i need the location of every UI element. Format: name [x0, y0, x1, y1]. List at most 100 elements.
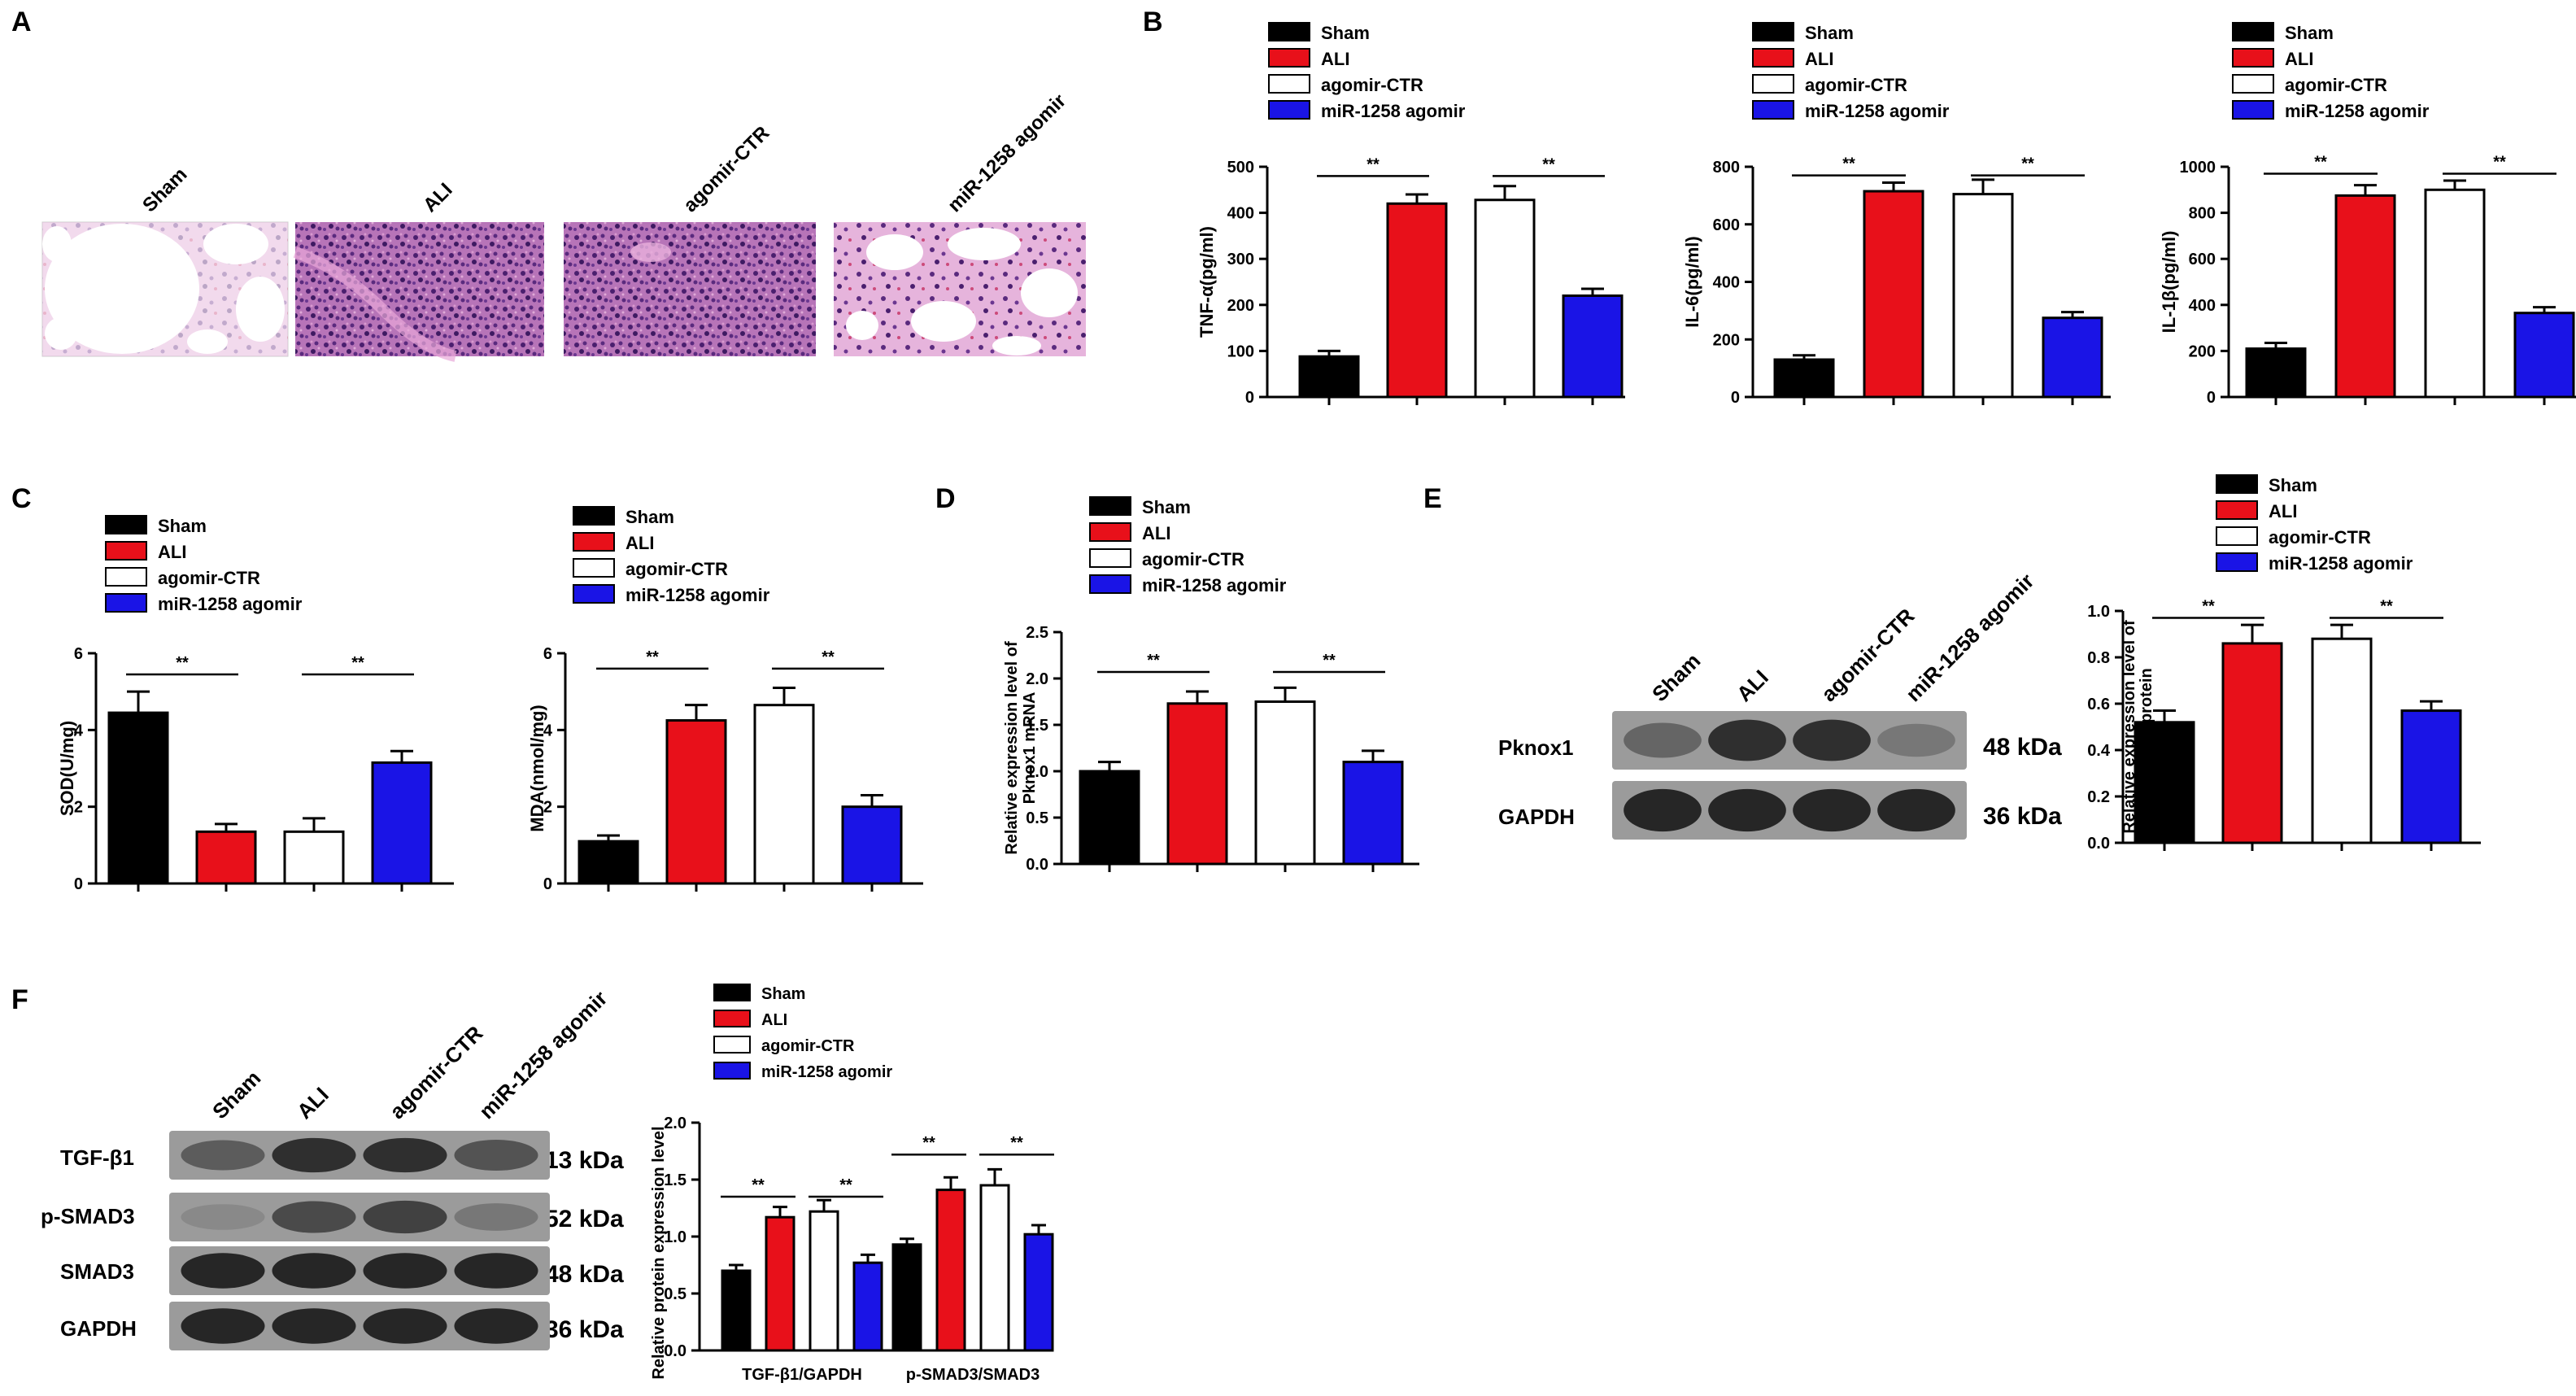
chart-c1: Sham ALI agomir-CTR miR-1258 agomir 0 2 4 6 SOD(… — [57, 515, 454, 893]
blotE-strip-0 — [1612, 711, 1967, 770]
chart-f-legend-swatch-1 — [713, 1010, 751, 1027]
blotE-band-0-2 — [1793, 719, 1871, 761]
chart-f-sig-label-3: ** — [1010, 1134, 1023, 1152]
panel-label-a: A — [11, 7, 32, 37]
panel-label-f: F — [11, 984, 28, 1015]
chart-c1-legend-swatch-0 — [105, 515, 147, 534]
blot-f-size-psmad3: 52 kDa — [545, 1206, 624, 1232]
blot-e-size-pknox1: 48 kDa — [1983, 734, 2062, 761]
chart-f-tick-label: 1.0 — [664, 1228, 686, 1246]
chart-e-tick-label: 0.0 — [2087, 835, 2110, 853]
chart-e-legend-label-1: ALI — [2269, 501, 2297, 521]
chart-b1-legend-label-2: agomir-CTR — [1321, 75, 1423, 95]
chart-d-sig-label-1: ** — [1323, 652, 1336, 670]
chart-c1-tick-label: 2 — [74, 799, 83, 817]
histology-label-mir1258: miR-1258 agomir — [944, 89, 1070, 216]
chart-b3-tick-label: 800 — [2189, 205, 2216, 223]
chart-e-legend-label-2: agomir-CTR — [2269, 527, 2371, 547]
blot-e-row-label-gapdh: GAPDH — [1498, 805, 1575, 829]
chart-b2-ylabel: IL-6(pg/ml) — [1682, 236, 1702, 327]
chart-b3-legend-label-0: Sham — [2285, 23, 2334, 43]
chart-c1-tick-label: 0 — [74, 875, 83, 893]
chart-e-legend-swatch-3 — [2216, 552, 2258, 572]
chart-f-tick-label: 2.0 — [664, 1115, 686, 1132]
blotF-band-0-3 — [454, 1139, 538, 1171]
blot-f-row-label-smad3: SMAD3 — [60, 1259, 134, 1284]
chart-c2-tick-label: 0 — [543, 875, 552, 893]
chart-b3-bar-0 — [2245, 347, 2307, 399]
panel-label-d: D — [935, 483, 956, 514]
chart-d-bar-2 — [1254, 700, 1316, 866]
chart-b2-tick-label: 200 — [1713, 331, 1740, 349]
blotE-band-0-0 — [1624, 722, 1702, 758]
chart-b1-ylabel: TNF-α(pg/ml) — [1196, 226, 1217, 338]
blot-f-row-label-gapdh: GAPDH — [60, 1316, 137, 1341]
chart-c1-legend-label-3: miR-1258 agomir — [158, 594, 303, 614]
chart-d: Sham ALI agomir-CTR miR-1258 agomir 0.0 0.5 1.… — [1003, 496, 1419, 874]
blot-f-size-gapdh: 36 kDa — [545, 1316, 624, 1343]
blotF-strip-2 — [169, 1246, 550, 1295]
blotF-band-0-2 — [363, 1137, 447, 1173]
chart-c2-legend-swatch-3 — [573, 584, 615, 604]
chart-b2-legend-label-1: ALI — [1805, 49, 1833, 69]
chart-c2-legend-label-0: Sham — [625, 507, 674, 527]
chart-b2-legend-swatch-2 — [1752, 74, 1794, 94]
chart-c2-legend-swatch-2 — [573, 558, 615, 578]
chart-d-sig-label-0: ** — [1147, 652, 1160, 670]
chart-f-bar-0-3 — [852, 1261, 883, 1352]
chart-c2-tick-label: 2 — [543, 799, 552, 817]
chart-f-bar-1-0 — [891, 1243, 922, 1352]
chart-f-tick-label: 1.5 — [664, 1171, 686, 1189]
blotF-band-3-1 — [272, 1308, 356, 1344]
chart-b2-bar-1 — [1863, 190, 1924, 399]
chart-b2-legend-swatch-1 — [1752, 48, 1794, 68]
chart-e-legend-label-3: miR-1258 agomir — [2269, 553, 2413, 574]
chart-b1-bar-2 — [1474, 198, 1536, 399]
histology-label-sham: Sham — [138, 164, 191, 216]
chart-d-legend-swatch-3 — [1089, 574, 1131, 594]
chart-c1-ylabel: SOD(U/mg) — [57, 721, 77, 816]
chart-b3-legend-label-1: ALI — [2285, 49, 2313, 69]
chart-b1-tick-label: 200 — [1227, 297, 1254, 315]
chart-b3-tick-label: 1000 — [2180, 159, 2216, 177]
chart-f-legend-label-1: ALI — [761, 1011, 787, 1029]
blot-e-bands — [1612, 711, 1967, 840]
chart-f-legend-label-2: agomir-CTR — [761, 1037, 855, 1055]
blotF-band-2-1 — [272, 1253, 356, 1289]
chart-c2-tick-label: 6 — [543, 645, 552, 663]
chart-d-legend-swatch-1 — [1089, 522, 1131, 542]
chart-b2-tick-label: 400 — [1713, 274, 1740, 292]
chart-b2-legend-label-0: Sham — [1805, 23, 1854, 43]
chart-b1-legend-label-1: ALI — [1321, 49, 1349, 69]
chart-e-tick-label: 1.0 — [2087, 603, 2110, 621]
chart-e-bar-1 — [2221, 642, 2283, 844]
chart-c1-tick-label: 4 — [74, 722, 84, 739]
chart-c2-legend-swatch-0 — [573, 506, 615, 526]
chart-b1-tick-label: 100 — [1227, 342, 1254, 360]
blotF-strip-0 — [169, 1131, 550, 1180]
blotF-band-3-2 — [363, 1308, 447, 1344]
chart-b2-sig-label-0: ** — [1842, 155, 1855, 173]
chart-b3-legend-swatch-1 — [2232, 48, 2274, 68]
chart-c1-sig-label-0: ** — [176, 654, 189, 672]
blot-f-lane-label-agomir-ctr: agomir-CTR — [385, 1021, 488, 1124]
chart-f-tick-label: 0.0 — [664, 1342, 686, 1360]
blot-f-row-label-tgfb1: TGF-β1 — [60, 1145, 134, 1170]
chart-d-bar-0 — [1079, 770, 1140, 866]
blotE-band-1-3 — [1877, 788, 1955, 832]
chart-b3-tick-label: 400 — [2189, 297, 2216, 315]
chart-b2-sig-label-1: ** — [2021, 155, 2034, 173]
chart-d-tick-label: 1.5 — [1026, 717, 1048, 735]
chart-e-bar-0 — [2134, 721, 2195, 844]
chart-d-legend-label-0: Sham — [1142, 497, 1191, 517]
chart-c1-legend-swatch-1 — [105, 541, 147, 561]
blotF-band-1-3 — [454, 1203, 538, 1231]
chart-b1-legend-label-3: miR-1258 agomir — [1321, 101, 1466, 121]
chart-c2-bar-2 — [753, 704, 815, 885]
chart-c2-sig-label-0: ** — [646, 648, 659, 666]
blot-f-bands — [169, 1131, 550, 1350]
chart-b1-bar-0 — [1298, 355, 1360, 399]
chart-e-tick-label: 0.6 — [2087, 696, 2110, 713]
histology-image-agomir-ctr — [564, 222, 816, 356]
